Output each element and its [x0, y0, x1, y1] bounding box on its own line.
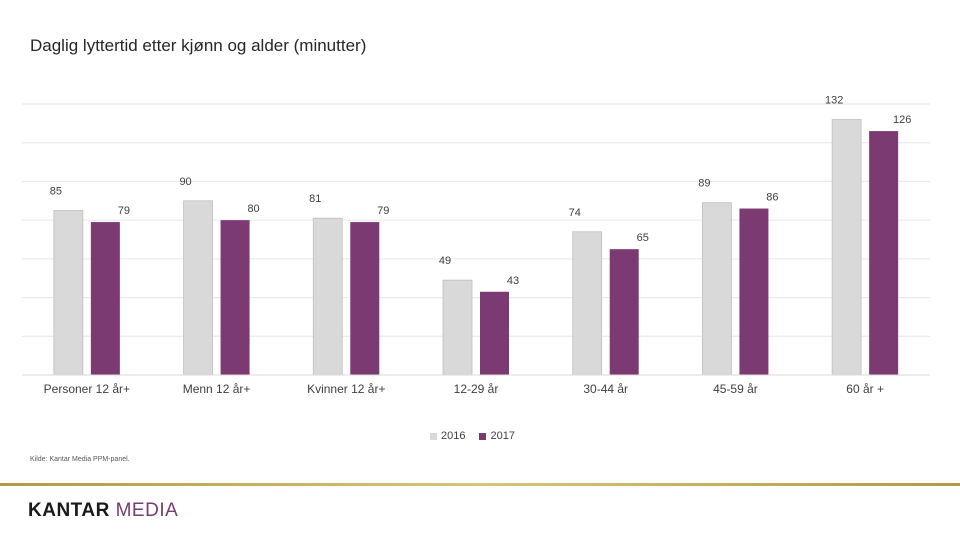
bar-2016: [312, 217, 343, 376]
bar-2016: [183, 200, 213, 376]
category-label: Personer 12 år+: [44, 382, 130, 396]
logo-part-kantar: KANTAR: [28, 500, 110, 521]
data-label-2016: 85: [50, 185, 62, 197]
chart-title: Daglig lyttertid etter kjønn og alder (m…: [30, 36, 367, 55]
source-note: Kilde: Kantar Media PPM-panel.: [30, 456, 130, 463]
data-label-2017: 65: [637, 232, 649, 244]
data-label-2016: 49: [439, 255, 451, 267]
legend-swatch-2016: [430, 432, 437, 440]
bar-2016: [702, 202, 732, 376]
legend-label-2016: 2016: [441, 430, 466, 442]
bar-2016: [53, 210, 84, 376]
bar-2016: [442, 279, 473, 376]
kantar-media-logo: KANTAR MEDIA: [28, 500, 178, 522]
bar-2016: [831, 119, 862, 376]
bar-2017: [350, 222, 380, 375]
divider-line: [0, 483, 960, 486]
data-label-2017: 43: [507, 275, 519, 287]
data-label-2016: 90: [179, 176, 191, 188]
data-label-2016: 81: [309, 193, 321, 205]
category-label: 30-44 år: [583, 382, 628, 396]
category-label: 45-59 år: [713, 382, 758, 396]
data-label-2016: 132: [825, 94, 843, 106]
legend-item-2016: 2016: [430, 430, 465, 442]
bar-2017: [220, 220, 250, 375]
data-label-2017: 80: [247, 203, 259, 215]
data-label-2017: 126: [893, 114, 911, 126]
legend-label-2017: 2017: [490, 430, 515, 442]
data-label-2016: 89: [698, 178, 710, 190]
bar-2017: [739, 208, 769, 375]
data-label-2017: 79: [118, 205, 130, 217]
bar-chart: 85 79 Personer 12 år+ 90 80 Menn 12 år+ 81 79 Kv…: [22, 94, 930, 396]
bar-2016: [572, 231, 603, 376]
data-label-2016: 74: [569, 207, 581, 219]
legend-item-2017: 2017: [479, 430, 515, 442]
bar-2017: [609, 249, 639, 375]
bar-2017: [869, 131, 899, 375]
data-label-2017: 86: [766, 192, 778, 204]
bar-2017: [90, 222, 120, 375]
category-label: 12-29 år: [454, 382, 499, 396]
legend: 2016 2017: [430, 430, 515, 442]
logo-part-media: MEDIA: [115, 500, 179, 521]
category-label: Menn 12 år+: [183, 382, 251, 396]
legend-swatch-2017: [479, 432, 487, 440]
data-label-2017: 79: [377, 205, 389, 217]
category-label: 60 år +: [846, 382, 884, 396]
bar-2017: [480, 291, 509, 375]
category-label: Kvinner 12 år+: [307, 382, 385, 396]
